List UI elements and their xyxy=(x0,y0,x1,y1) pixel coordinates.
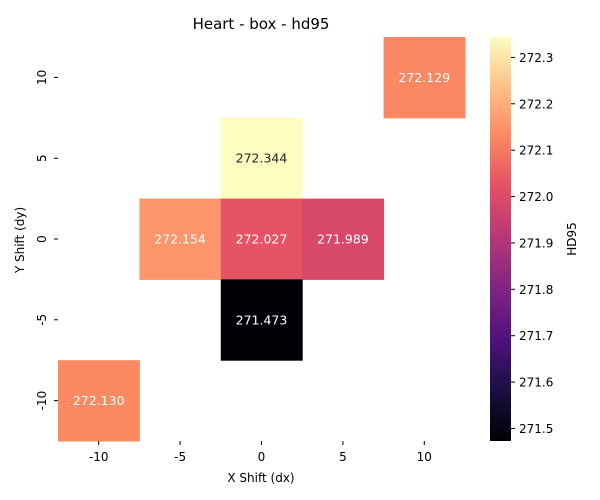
y-axis-label: Y Shift (dy) xyxy=(13,207,27,274)
colorbar-tick-label: 271.8 xyxy=(519,283,553,297)
colorbar-tick-label: 272.3 xyxy=(519,51,553,65)
cell-value-label: 272.129 xyxy=(398,70,450,85)
y-tick-label: 5 xyxy=(35,154,49,162)
x-tick-label: 5 xyxy=(339,450,347,464)
x-axis-ticks: -10 -5 0 5 10 xyxy=(89,441,432,464)
x-tick-label: -10 xyxy=(89,450,109,464)
colorbar-tick-label: 272.0 xyxy=(519,190,553,204)
cell-value-label: 272.344 xyxy=(236,151,288,166)
y-tick-label: 0 xyxy=(35,235,49,243)
heatmap-cell xyxy=(302,198,385,280)
cell-value-label: 271.473 xyxy=(236,312,288,327)
y-tick-label: -5 xyxy=(35,314,49,326)
y-tick-label: 10 xyxy=(35,70,49,85)
x-tick-label: 10 xyxy=(417,450,432,464)
chart-title: Heart - box - hd95 xyxy=(193,15,330,33)
y-tick-label: -10 xyxy=(35,391,49,411)
x-tick-label: -5 xyxy=(174,450,186,464)
colorbar-tick-label: 272.1 xyxy=(519,144,553,158)
colorbar-tick-label: 272.2 xyxy=(519,97,553,111)
colorbar-tick-label: 271.7 xyxy=(519,329,553,343)
colorbar-tick-label: 271.6 xyxy=(519,376,553,390)
cell-value-label: 272.130 xyxy=(73,393,125,408)
colorbar-ticks: 271.5 271.6 271.7 271.8 271.9 272.0 272.1 272.2… xyxy=(511,51,553,436)
cell-value-label: 272.027 xyxy=(236,232,288,247)
colorbar xyxy=(490,37,511,441)
heatmap-cell xyxy=(220,198,303,280)
cell-value-label: 272.154 xyxy=(154,232,206,247)
heatmap-cells: 272.129 272.344 272.154 272.027 271.989 271.4… xyxy=(58,37,466,442)
x-tick-label: 0 xyxy=(258,450,266,464)
cell-value-label: 271.989 xyxy=(317,232,369,247)
y-axis-ticks: 10 5 0 -5 -10 xyxy=(35,70,58,411)
colorbar-tick-label: 271.9 xyxy=(519,236,553,250)
colorbar-tick-label: 271.5 xyxy=(519,422,553,436)
x-axis-label: X Shift (dx) xyxy=(227,471,294,485)
heatmap-cell xyxy=(58,360,140,442)
heatmap-cell xyxy=(139,198,222,280)
heatmap-cell xyxy=(220,279,303,361)
heatmap-cell xyxy=(220,117,303,200)
colorbar-label: HD95 xyxy=(565,222,579,256)
heatmap-cell xyxy=(383,37,466,119)
